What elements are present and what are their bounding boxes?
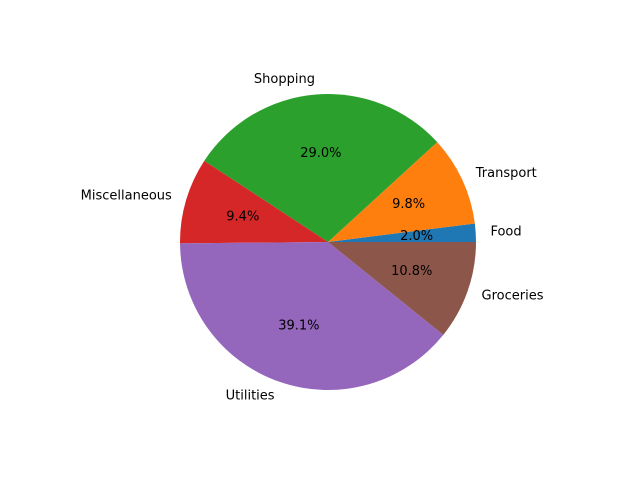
slice-pct-label-transport: 9.8%	[392, 197, 425, 212]
pie-slice-food	[328, 223, 476, 242]
slice-pct-label-shopping: 29.0%	[300, 146, 341, 161]
slice-label-miscellaneous: Miscellaneous	[81, 189, 172, 204]
pie-slice-groceries	[328, 242, 476, 335]
pie-slice-transport	[328, 142, 475, 242]
slice-label-utilities: Utilities	[226, 388, 275, 403]
slices-layer	[180, 93, 476, 391]
slice-label-shopping: Shopping	[254, 72, 315, 87]
slice-pct-label-utilities: 39.1%	[278, 318, 319, 333]
slice-pct-label-miscellaneous: 9.4%	[226, 209, 259, 224]
labels-layer: Food 2.0% Transport 9.8% Shopping 29.0% Miscel…	[81, 72, 544, 403]
slice-label-groceries: Groceries	[482, 289, 544, 304]
pie-slice-shopping	[204, 93, 438, 242]
slice-label-transport: Transport	[475, 166, 537, 181]
pie-slice-miscellaneous	[180, 160, 328, 244]
slice-pct-label-food: 2.0%	[400, 229, 433, 244]
pie-slice-utilities	[180, 242, 444, 391]
slice-pct-label-groceries: 10.8%	[391, 264, 432, 279]
slice-label-food: Food	[490, 224, 521, 239]
